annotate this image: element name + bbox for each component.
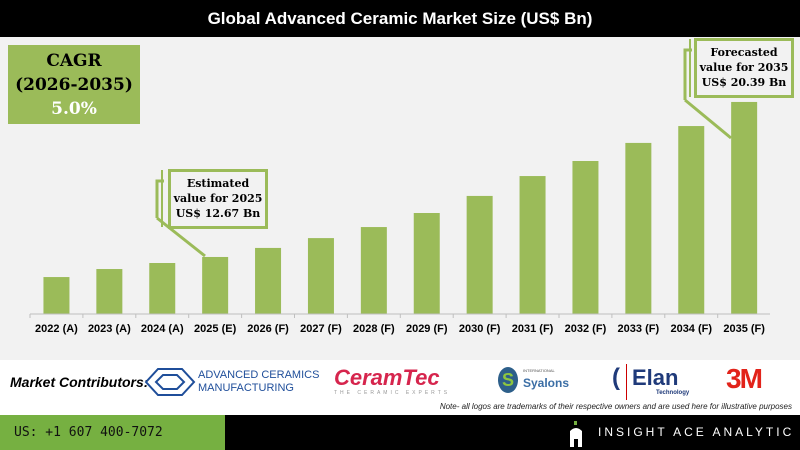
x-tick-label: 2022 (A) <box>35 323 78 335</box>
x-tick-label: 2028 (F) <box>353 323 395 335</box>
elan-mark-icon: ( <box>612 364 620 391</box>
cagr-period: (2026-2035) <box>15 75 133 95</box>
forecast-leader <box>684 98 732 140</box>
logo-text: ADVANCED CERAMICS MANUFACTURING <box>198 369 320 394</box>
x-tick-label: 2031 (F) <box>512 323 554 335</box>
logo-subtext: Technology <box>656 390 690 396</box>
contributors-label: Market Contributors: <box>10 374 149 390</box>
logo-ceramtec: CeramTec THE CERAMIC EXPERTS <box>334 365 451 397</box>
estimated-callout: Estimated value for 2025 US$ 12.67 Bn <box>168 169 268 229</box>
x-tick-label: 2023 (A) <box>88 323 131 335</box>
x-tick-label: 2033 (F) <box>618 323 660 335</box>
callout-text: Forecasted <box>710 46 778 59</box>
footer: US: +1 607 400-7072 INSIGHT ACE ANALYTIC <box>0 415 800 450</box>
trademark-note: Note- all logos are trademarks of their … <box>439 402 792 411</box>
logo-syalons: S INTERNATIONAL Syalons <box>497 366 569 399</box>
x-tick-label: 2030 (F) <box>459 323 501 335</box>
callout-connectors <box>155 39 732 258</box>
cagr-box: CAGR (2026-2035) 5.0% <box>8 45 140 124</box>
bar-2022 <box>43 277 70 314</box>
bar-2030 <box>466 195 493 314</box>
logo-subtext: INTERNATIONAL <box>523 368 555 373</box>
bar-chart: 2022 (A) 2023 (A) 2024 (A) 2025 (E) 2026 (F)… <box>29 39 770 335</box>
chart-title: Global Advanced Ceramic Market Size (US$… <box>0 0 800 37</box>
bar-2032 <box>572 160 599 314</box>
bar-2026 <box>255 247 282 314</box>
bar-2029 <box>413 212 440 314</box>
logo-text: Elan <box>632 365 679 390</box>
hexagon-logo-icon <box>144 368 196 396</box>
bar-2027 <box>307 238 334 314</box>
logo-advanced-ceramics: ADVANCED CERAMICS MANUFACTURING <box>142 366 319 398</box>
bar-2023 <box>96 269 123 314</box>
svg-text:S: S <box>502 370 514 390</box>
bar-2028 <box>360 227 387 314</box>
logo-text: CeramTec <box>334 365 440 390</box>
bar-2024 <box>149 262 176 314</box>
logo-elan: ( Elan Technology <box>612 364 712 400</box>
bar-2031 <box>519 176 546 314</box>
forecast-callout: Forecasted value for 2035 US$ 20.39 Bn <box>694 38 794 98</box>
bar-2033 <box>625 142 652 314</box>
x-tick-label: 2029 (F) <box>406 323 448 335</box>
callout-value: US$ 20.39 Bn <box>701 76 787 89</box>
callout-text: Estimated <box>186 177 250 190</box>
bar-2034 <box>678 126 705 315</box>
phone-number[interactable]: US: +1 607 400-7072 <box>0 415 225 450</box>
logo-tagline: THE CERAMIC EXPERTS <box>334 390 451 396</box>
callout-value: US$ 12.67 Bn <box>175 207 261 220</box>
contributors-band: Market Contributors: ADVANCED CERAMICS M… <box>0 360 800 415</box>
x-tick-label: 2026 (F) <box>247 323 289 335</box>
logo-text: Syalons <box>523 376 570 390</box>
brand-name: INSIGHT ACE ANALYTIC <box>598 425 795 439</box>
x-tick-label: 2024 (A) <box>141 323 184 335</box>
bar-2035 <box>731 101 758 314</box>
x-tick-label: 2035 (F) <box>723 323 765 335</box>
callout-text: value for 2025 <box>173 192 263 205</box>
logo-3m: 3M <box>726 363 763 394</box>
x-tick-label: 2034 (F) <box>670 323 712 335</box>
bar-2025 <box>202 256 229 314</box>
cagr-label: CAGR <box>46 51 102 71</box>
estimated-leader <box>156 216 206 258</box>
s-logo-icon: S <box>498 367 518 393</box>
callout-text: value for 2035 <box>699 61 789 74</box>
brand-logo-icon <box>570 421 582 447</box>
cagr-value: 5.0% <box>51 99 97 119</box>
x-tick-label: 2025 (E) <box>194 323 237 335</box>
x-tick-label: 2027 (F) <box>300 323 342 335</box>
x-tick-label: 2032 (F) <box>565 323 607 335</box>
